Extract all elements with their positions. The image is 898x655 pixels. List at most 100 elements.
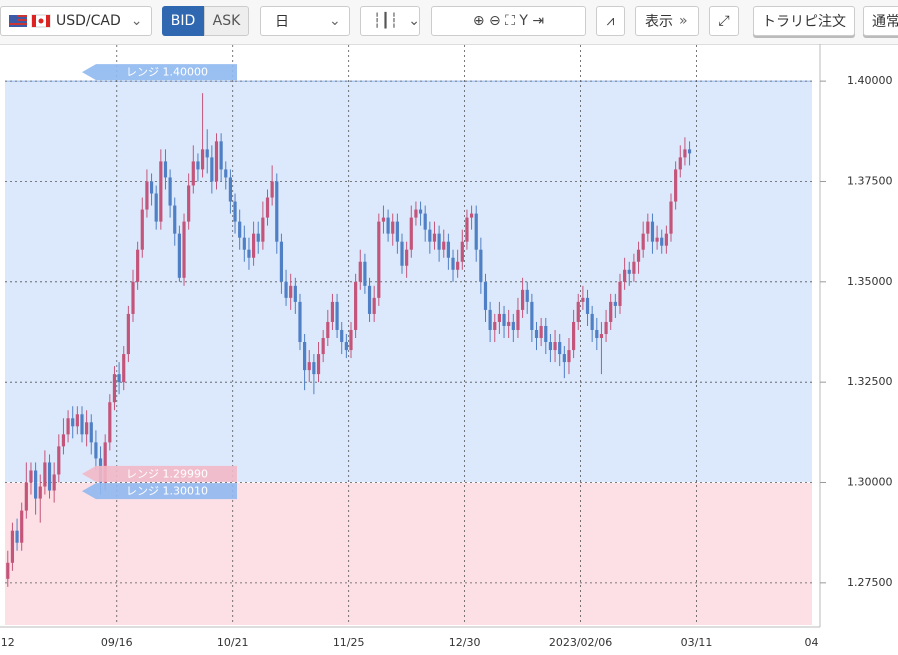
candle-body xyxy=(122,354,126,383)
candle-body xyxy=(10,530,15,563)
x-tick-label: 09/16 xyxy=(101,636,133,649)
candle-body xyxy=(507,321,511,326)
candle-body xyxy=(210,157,214,182)
candle-body xyxy=(483,281,488,310)
candle-body xyxy=(247,249,251,258)
pair-label: USD/CAD xyxy=(56,13,121,29)
candle-body xyxy=(479,249,483,282)
candle-body xyxy=(669,201,673,234)
candle-body xyxy=(214,141,219,182)
bid-button[interactable]: BID xyxy=(162,6,204,36)
candle-body xyxy=(187,185,191,222)
candle-body xyxy=(316,354,321,375)
candle-body xyxy=(358,261,362,282)
candle-body xyxy=(534,329,539,339)
candle-body xyxy=(52,474,56,491)
candle-body xyxy=(321,338,325,355)
candle-body xyxy=(163,161,168,178)
candle-body xyxy=(400,241,404,266)
candle-body xyxy=(136,249,140,282)
candle-body xyxy=(530,301,534,330)
candle-body xyxy=(80,414,84,435)
pair-select[interactable]: USD/CAD ⌄ xyxy=(0,6,152,36)
y-tick-label: 1.35000 xyxy=(847,275,893,288)
candle-body xyxy=(349,329,353,351)
x-tick-label: 11/25 xyxy=(333,636,365,649)
candle-body xyxy=(205,149,209,158)
candle-body xyxy=(599,333,604,339)
candle-body xyxy=(233,201,237,222)
x-tick-label: 2023/02/06 xyxy=(549,636,612,649)
candle-body xyxy=(149,181,154,194)
candle-body xyxy=(275,181,279,242)
ask-button[interactable]: ASK xyxy=(204,6,249,36)
candle-body xyxy=(289,285,293,298)
candle-body xyxy=(372,297,376,314)
chart-type-select[interactable]: ┆┃┆ ⌄ xyxy=(360,6,420,36)
candle-body xyxy=(590,313,594,330)
candle-body xyxy=(242,237,246,250)
candle-body xyxy=(34,470,38,499)
candle-body xyxy=(61,434,66,447)
candle-body xyxy=(585,297,590,314)
candle-body xyxy=(303,342,307,371)
zoom-tools[interactable]: ⊕ ⊖ ⛶ Y ⇥ xyxy=(431,6,586,36)
candle-body xyxy=(363,261,367,286)
candle-body xyxy=(576,301,580,322)
y-tick-label: 1.32500 xyxy=(847,375,893,388)
candle-body xyxy=(173,205,177,234)
candle-body xyxy=(89,422,93,443)
x-tick-label: 12 xyxy=(1,636,15,649)
candle-body xyxy=(29,470,33,483)
range-tag xyxy=(82,483,237,500)
display-select[interactable]: 表示» xyxy=(635,6,699,36)
candle-body xyxy=(284,281,288,298)
candle-body xyxy=(340,329,344,343)
candle-body xyxy=(572,321,576,351)
y-tick-label: 1.37500 xyxy=(847,174,893,187)
range-tag-label: レンジ 1.29990 xyxy=(126,467,208,480)
candle-body xyxy=(117,374,121,383)
candle-body xyxy=(520,289,525,310)
candle-body xyxy=(428,229,432,242)
candle-body xyxy=(423,213,427,230)
fullscreen-button[interactable]: ⤢ xyxy=(709,6,739,36)
candle-body xyxy=(307,362,311,371)
candle-body xyxy=(650,221,655,242)
candle-body xyxy=(623,269,627,282)
order-button[interactable]: トラリピ注文 xyxy=(753,6,855,36)
candle-body xyxy=(228,177,233,202)
candle-body xyxy=(154,193,158,222)
candle-body xyxy=(344,342,348,351)
x-tick-label: 10/21 xyxy=(217,636,249,649)
candle-body xyxy=(469,213,474,218)
y-tick-label: 1.30000 xyxy=(847,476,893,489)
candle-body xyxy=(177,233,181,278)
candle-body xyxy=(391,221,395,234)
candle-body xyxy=(539,325,543,339)
candle-body xyxy=(627,269,631,274)
candle-body xyxy=(103,442,107,483)
period-label: 日 xyxy=(275,14,289,30)
candle-body xyxy=(405,249,409,266)
x-tick-label: 12/30 xyxy=(449,636,481,649)
candle-body xyxy=(112,374,117,403)
candle-body xyxy=(159,161,163,222)
candle-body xyxy=(636,249,641,262)
period-select[interactable]: 日 ⌄ xyxy=(260,6,350,36)
candle-body xyxy=(191,161,195,186)
candle-body xyxy=(493,321,497,330)
candle-body xyxy=(683,149,687,158)
candle-body xyxy=(219,141,223,170)
normal-button[interactable]: 通常 xyxy=(863,6,898,36)
indicator-button[interactable]: ⩘ xyxy=(596,6,625,36)
toolbar: USD/CAD ⌄ BID ASK 日 ⌄ ┆┃┆ ⌄ ⊕ ⊖ ⛶ Y ⇥ ⩘ 表示… xyxy=(0,0,898,45)
candle-body xyxy=(354,281,358,330)
candle-body xyxy=(465,217,469,242)
candle-body xyxy=(618,281,622,306)
candle-body xyxy=(108,402,112,443)
candle-body xyxy=(432,233,437,242)
candle-body xyxy=(678,157,682,170)
candle-body xyxy=(632,261,636,274)
